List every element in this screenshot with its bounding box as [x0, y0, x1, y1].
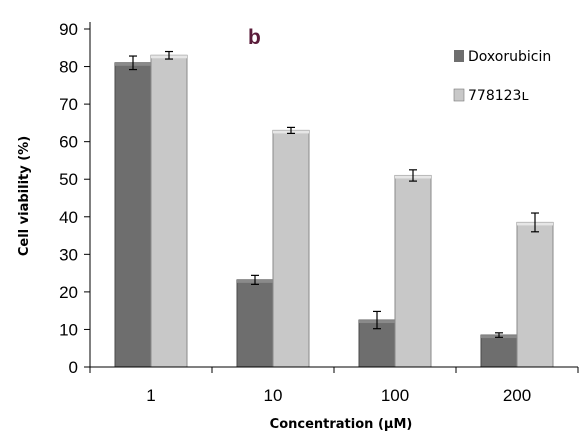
y-tick-label: 80: [59, 58, 78, 77]
x-tick-label: 1: [146, 386, 155, 405]
y-tick-label: 20: [59, 283, 78, 302]
bar-778123l-200: [516, 221, 554, 368]
y-tick-label: 0: [69, 358, 78, 377]
bar-778123l-1: [150, 54, 188, 368]
y-tick-label: 70: [59, 95, 78, 114]
bar-doxorubicin-10: [236, 279, 274, 368]
legend-swatch-doxorubicin: [454, 50, 464, 62]
bar-doxorubicin-1: [114, 62, 152, 368]
x-tick-label: 200: [503, 386, 531, 405]
bar-778123l-100: [394, 174, 432, 368]
panel-label: b: [248, 26, 261, 49]
y-axis-title: Cell viability (%): [17, 136, 32, 256]
y-tick-label: 30: [59, 245, 78, 264]
legend-swatch-778123l: [453, 88, 465, 102]
legend-item-778123l: 778123ʟ: [453, 88, 529, 104]
legend: Doxorubicin 778123ʟ: [453, 49, 551, 104]
y-tick-label: 90: [59, 20, 78, 39]
y-tick-label: 50: [59, 170, 78, 189]
x-tick-label: 10: [264, 386, 283, 405]
y-tick-label: 10: [59, 320, 78, 339]
legend-label-doxorubicin: Doxorubicin: [468, 49, 551, 65]
x-axis-title: Concentration (µM): [270, 417, 413, 432]
bar-778123l-10: [272, 129, 310, 368]
legend-item-doxorubicin: Doxorubicin: [454, 49, 551, 65]
x-ticks-group: 1 10 100 200: [89, 367, 579, 405]
y-tick-label: 40: [59, 208, 78, 227]
error-bars-group: [129, 50, 539, 338]
y-tick-label: 60: [59, 133, 78, 152]
legend-label-778123l: 778123ʟ: [468, 88, 529, 104]
y-ticks-group: 0 10 20 30 40 50 60 70 80 90: [59, 20, 90, 377]
x-tick-label: 100: [381, 386, 409, 405]
bar-doxorubicin-200: [480, 334, 518, 368]
